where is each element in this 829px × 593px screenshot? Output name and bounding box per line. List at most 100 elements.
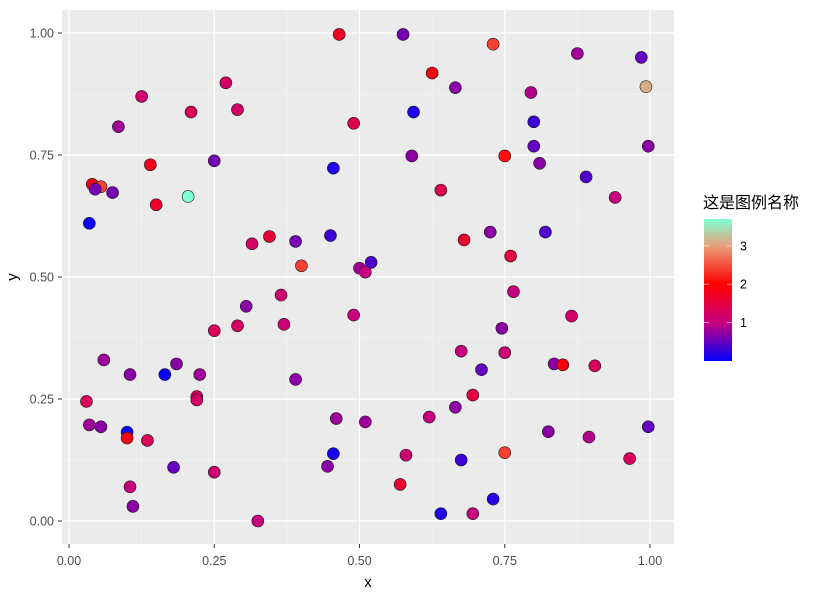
data-point: [135, 90, 148, 103]
data-point: [639, 80, 653, 93]
data-point: [251, 514, 265, 528]
data-point: [634, 51, 648, 64]
data-point: [289, 373, 302, 386]
data-point: [332, 28, 346, 41]
y-axis-title: y: [4, 273, 21, 281]
data-point: [486, 492, 500, 506]
data-point: [274, 288, 288, 302]
data-point: [158, 368, 172, 381]
data-point: [396, 28, 410, 41]
data-point: [207, 465, 221, 479]
x-axis: 0.00 0.25 0.50 0.75 1.00: [57, 544, 662, 568]
data-point: [449, 81, 462, 94]
colorbar-ticks: 1 2 3: [704, 239, 747, 330]
data-point: [347, 308, 360, 322]
data-point: [123, 480, 137, 494]
y-tick-label: 0.25: [30, 393, 54, 407]
x-tick-label: 0.50: [347, 554, 371, 568]
data-point: [582, 430, 596, 444]
data-point: [399, 448, 413, 462]
data-points: [80, 28, 655, 528]
data-point: [405, 149, 419, 163]
data-point: [112, 120, 125, 133]
data-point: [565, 309, 578, 323]
x-tick-label: 0.25: [202, 554, 226, 568]
x-tick-label: 0.75: [493, 554, 517, 568]
data-point: [329, 412, 343, 425]
data-point: [457, 233, 471, 247]
data-point: [277, 318, 291, 331]
data-point: [364, 256, 378, 269]
data-point: [407, 105, 420, 119]
data-point: [495, 321, 509, 335]
major-gridlines: [62, 10, 674, 544]
data-point: [80, 395, 93, 408]
data-point: [359, 415, 372, 429]
data-point: [571, 47, 584, 60]
data-point: [207, 154, 221, 168]
data-point: [263, 230, 276, 243]
data-point: [498, 149, 512, 163]
data-point: [608, 191, 622, 204]
data-point: [231, 103, 244, 116]
data-point: [466, 388, 480, 402]
data-point: [327, 447, 340, 460]
data-point: [94, 420, 108, 434]
x-tick-label: 1.00: [638, 554, 662, 568]
y-tick-label: 0.50: [30, 271, 54, 285]
data-point: [425, 66, 439, 80]
data-point: [475, 363, 488, 377]
data-point: [393, 478, 407, 491]
data-point: [623, 452, 636, 465]
data-point: [588, 359, 602, 373]
data-point: [641, 139, 655, 153]
x-axis-title: x: [364, 574, 372, 591]
data-point: [144, 158, 157, 172]
data-point: [641, 420, 655, 434]
colorbar-legend: 这是图例名称 1 2 3: [703, 193, 799, 361]
data-point: [542, 425, 555, 438]
data-point: [434, 507, 448, 520]
data-point: [106, 186, 119, 199]
data-point: [239, 299, 253, 313]
data-point: [181, 190, 195, 203]
data-point: [167, 461, 180, 474]
y-tick-label: 0.00: [30, 515, 54, 529]
data-point: [527, 115, 541, 129]
data-point: [219, 76, 233, 90]
data-point: [184, 105, 198, 119]
data-point: [483, 225, 497, 239]
data-point: [524, 86, 538, 99]
x-tick-label: 0.00: [57, 554, 81, 568]
data-point: [207, 324, 221, 337]
data-point: [486, 37, 500, 51]
data-point: [97, 353, 111, 367]
y-tick-label: 0.75: [30, 149, 54, 163]
legend-title: 这是图例名称: [703, 193, 799, 212]
data-point: [507, 285, 520, 298]
data-point: [504, 249, 517, 263]
data-point: [123, 368, 137, 381]
data-point: [449, 400, 462, 414]
data-point: [359, 265, 372, 279]
data-point: [83, 217, 96, 230]
data-point: [327, 161, 340, 175]
data-point: [347, 116, 360, 130]
data-point: [324, 229, 337, 242]
data-point: [454, 344, 468, 358]
data-point: [170, 357, 183, 371]
colorbar-tick-label: 1: [740, 316, 747, 330]
data-point: [245, 237, 259, 251]
data-point: [556, 358, 570, 372]
colorbar-tick-label: 2: [740, 278, 747, 292]
data-point: [141, 434, 154, 447]
data-point: [539, 225, 552, 239]
data-point: [193, 368, 207, 381]
y-axis: 0.00 0.25 0.50 0.75 1.00: [30, 27, 62, 529]
y-tick-label: 1.00: [30, 27, 54, 41]
data-point: [454, 453, 468, 467]
data-point: [422, 410, 436, 424]
data-point: [527, 139, 541, 153]
data-point: [498, 446, 512, 459]
